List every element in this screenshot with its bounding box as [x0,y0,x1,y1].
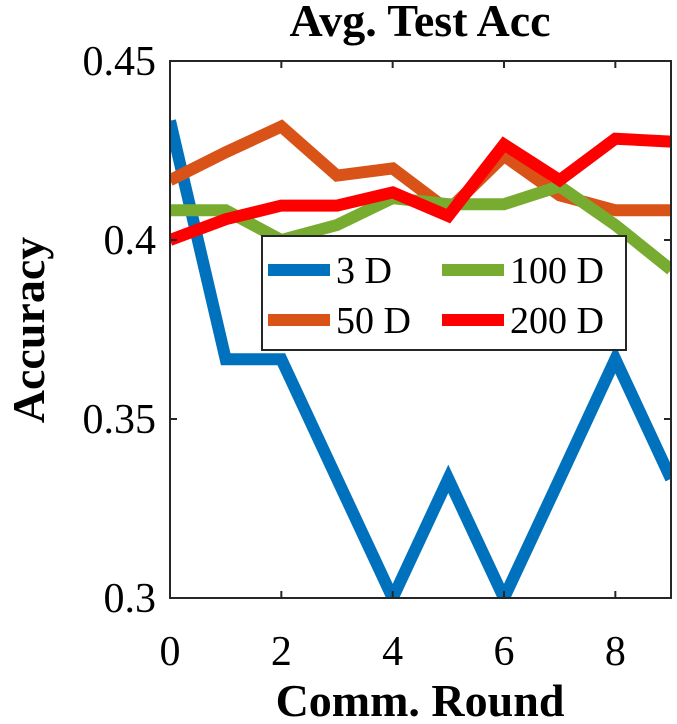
legend-label: 50 D [336,300,411,342]
legend-label: 3 D [336,250,392,292]
x-tick-label: 8 [605,629,626,675]
y-tick-label: 0.3 [104,576,157,622]
plot-frame [169,60,672,599]
ticks-layer [169,60,671,599]
series-line-3-d [170,119,671,598]
plot-area [170,119,671,598]
series-line-200-d [170,132,671,246]
legend-box [261,235,627,351]
y-axis-label: Accuracy [3,237,54,423]
y-tick-label: 0.35 [83,397,157,443]
y-tick-label: 0.45 [83,39,157,85]
legend-label: 200 D [510,300,604,342]
legend-items: 3 D 100 D 50 D 200 D [268,250,604,342]
x-tick-label: 6 [494,629,515,675]
y-tick-label: 0.4 [104,218,157,264]
legend: 3 D 100 D 50 D 200 D [261,235,627,351]
tick-labels-layer: 0 2 4 6 8 0.3 0.35 0.4 0.45 [83,39,626,675]
x-tick-label: 4 [382,629,403,675]
x-tick-label: 2 [271,629,292,675]
chart-title: Avg. Test Acc [289,0,550,46]
series-layer [170,119,671,598]
x-tick-label: 0 [160,629,181,675]
x-axis-label: Comm. Round [276,675,565,724]
legend-label: 100 D [510,250,604,292]
